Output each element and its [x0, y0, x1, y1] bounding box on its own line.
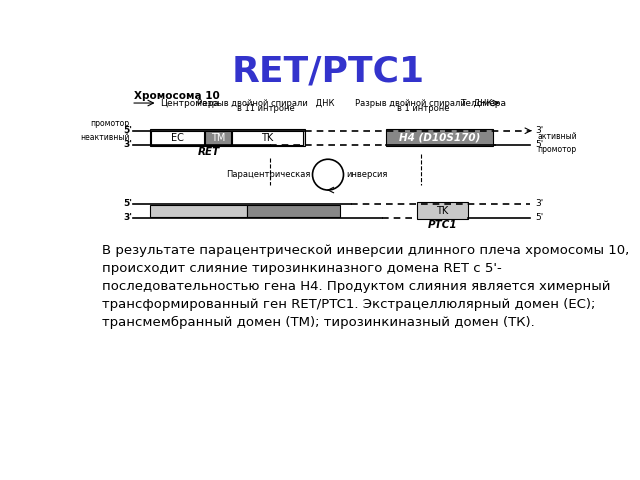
Text: Хромосома 10: Хромосома 10: [134, 91, 220, 101]
Text: Разрыв двойной спирали   ДНК: Разрыв двойной спирали ДНК: [355, 99, 492, 108]
Text: 5': 5': [535, 213, 543, 222]
Text: 3': 3': [123, 140, 132, 149]
Text: 5': 5': [123, 126, 132, 135]
Text: RET: RET: [198, 146, 220, 156]
Text: 3': 3': [535, 199, 543, 208]
FancyBboxPatch shape: [246, 204, 340, 217]
Text: H4 (D10S170): H4 (D10S170): [399, 132, 480, 143]
Text: промотор: промотор: [90, 120, 129, 129]
FancyBboxPatch shape: [232, 131, 303, 144]
FancyBboxPatch shape: [417, 203, 467, 219]
Text: TM: TM: [211, 132, 225, 143]
Text: 5': 5': [123, 199, 132, 208]
Text: инверсия: инверсия: [346, 170, 387, 179]
Text: промотор: промотор: [537, 145, 577, 155]
Text: Разрыв двойной спирали   ДНК: Разрыв двойной спирали ДНК: [197, 99, 335, 108]
Text: Центромера: Центромера: [161, 98, 220, 108]
Text: TK: TK: [436, 206, 449, 216]
Text: активный: активный: [537, 132, 577, 141]
FancyBboxPatch shape: [205, 131, 231, 144]
FancyBboxPatch shape: [150, 129, 305, 146]
Text: RET/PTC1: RET/PTC1: [232, 54, 424, 88]
Text: В результате парацентрической инверсии длинного плеча хромосомы 10,
происходит с: В результате парацентрической инверсии д…: [102, 244, 629, 329]
Text: TK: TK: [261, 132, 274, 143]
Text: PTC1: PTC1: [428, 220, 457, 230]
Text: 3': 3': [535, 126, 543, 135]
Text: Парацентрическая: Парацентрическая: [226, 170, 310, 179]
Text: в 11 интроне: в 11 интроне: [237, 104, 295, 113]
FancyBboxPatch shape: [150, 204, 246, 217]
Text: 3': 3': [123, 213, 132, 222]
FancyBboxPatch shape: [386, 129, 493, 146]
Text: EC: EC: [172, 132, 184, 143]
Text: Теломера: Теломера: [460, 98, 506, 108]
Text: неактивный: неактивный: [80, 133, 129, 142]
Text: в 1 интроне: в 1 интроне: [397, 104, 449, 113]
Text: 5': 5': [535, 140, 543, 149]
FancyBboxPatch shape: [151, 131, 204, 144]
